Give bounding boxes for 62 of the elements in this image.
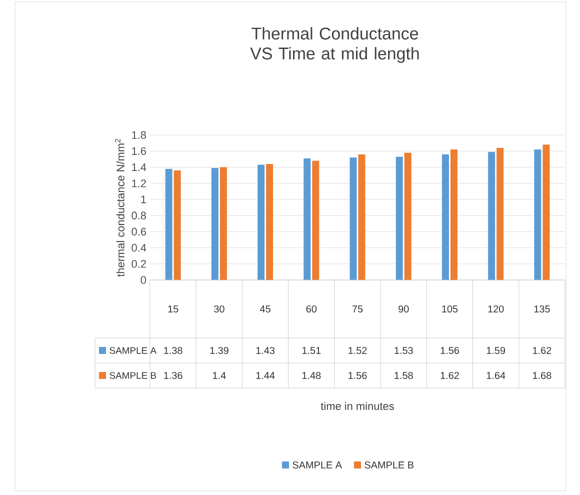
y-tick-label: 0 — [140, 276, 146, 284]
data-label: 1.52 — [348, 346, 367, 354]
data-label: 1.51 — [302, 347, 321, 354]
y-tick-label: 1 — [141, 196, 146, 204]
y-tick-label: 0.6 — [132, 228, 146, 236]
bar — [450, 149, 458, 280]
text: SAMPLE A — [292, 461, 342, 469]
data-label: 1.38 — [164, 346, 182, 354]
y-tick-label: 0.8 — [132, 212, 146, 220]
chart-title: Thermal Conductance VS Time at mid length — [250, 27, 419, 63]
bar — [165, 168, 172, 280]
x-tick-label: 105 — [442, 305, 458, 313]
legend-label: SAMPLE A — [110, 347, 157, 354]
bar — [266, 164, 274, 280]
x-tick-label: 30 — [214, 305, 224, 313]
data-label: 1.56 — [348, 372, 367, 380]
data-label: 1.59 — [486, 346, 506, 354]
y-axis-title: thermal conductance N/mm$^{2}$ — [114, 138, 124, 277]
y-tick-label: 1.4 — [132, 163, 146, 171]
data-label: 1.43 — [256, 346, 275, 354]
data-label: 1.36 — [164, 372, 182, 380]
bar — [258, 164, 265, 280]
bar — [358, 154, 366, 280]
bar — [304, 158, 311, 280]
bar — [496, 148, 504, 280]
y-tick-label: 1.2 — [132, 180, 146, 188]
bar — [442, 154, 449, 280]
data-label: 1.4 — [213, 372, 226, 379]
bar — [220, 167, 227, 280]
data-label: 1.44 — [256, 372, 275, 379]
data-label: 1.53 — [394, 346, 413, 354]
bar — [312, 160, 320, 280]
data-label: 1.56 — [440, 346, 459, 354]
data-label: 1.62 — [533, 346, 552, 354]
data-label: 1.58 — [394, 372, 413, 380]
x-tick-label: 135 — [534, 305, 550, 313]
y-tick-label: 0.2 — [132, 260, 146, 268]
x-tick-label: 60 — [306, 305, 317, 313]
x-tick-label: 45 — [260, 306, 270, 312]
bar — [488, 152, 496, 280]
data-label: 1.64 — [486, 372, 506, 380]
bar — [542, 144, 550, 280]
legend-label: SAMPLE B — [110, 372, 156, 379]
bar — [350, 158, 357, 280]
bar — [404, 152, 412, 280]
text: SAMPLE B — [364, 461, 414, 469]
x-tick-label: 15 — [168, 306, 178, 312]
data-label: 1.68 — [533, 372, 552, 380]
text: time in minutes — [320, 402, 394, 410]
y-tick-label: 1.8 — [132, 131, 146, 139]
bar — [211, 168, 218, 280]
data-label: 1.39 — [210, 346, 228, 354]
y-tick-label: 0.4 — [132, 244, 146, 252]
bar — [174, 170, 181, 280]
bar — [396, 156, 403, 280]
y-tick-label: 1.6 — [132, 147, 146, 155]
data-label: 1.62 — [440, 372, 459, 380]
bar — [534, 149, 542, 280]
data-label: 1.48 — [302, 372, 321, 380]
x-tick-label: 120 — [488, 305, 504, 313]
x-tick-label: 90 — [398, 305, 409, 313]
x-tick-label: 75 — [352, 306, 363, 312]
